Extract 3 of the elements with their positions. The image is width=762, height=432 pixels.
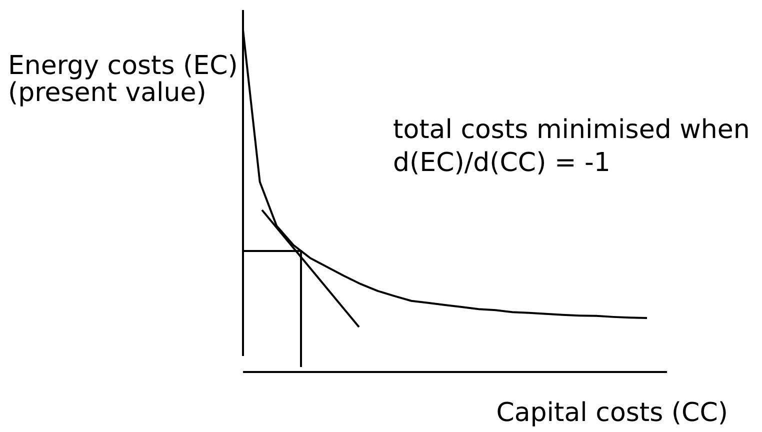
annotation: total costs minimised when d(EC)/d(CC) = -1 — [393, 115, 750, 178]
y-axis-title: Energy costs (EC) (present value) — [8, 51, 238, 108]
x-axis-title: Capital costs (CC) — [496, 398, 728, 428]
